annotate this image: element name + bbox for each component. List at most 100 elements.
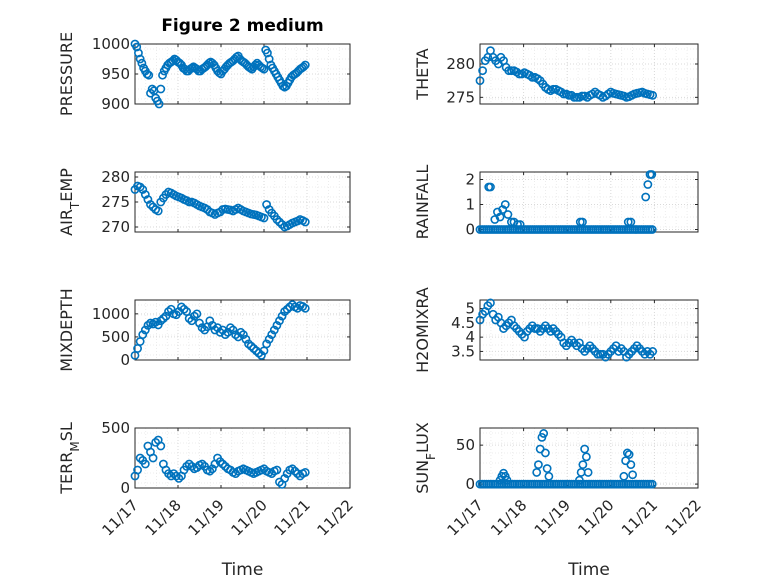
data-point [542, 464, 552, 473]
data-point [282, 304, 292, 314]
data-point [166, 304, 176, 314]
y-axis-label: TERRMSL [57, 422, 82, 495]
data-point [161, 311, 171, 321]
data-point [300, 217, 310, 227]
data-point [564, 90, 574, 100]
data-point [643, 180, 653, 189]
data-point [207, 320, 217, 330]
data-point [158, 70, 167, 80]
data-point [647, 225, 657, 234]
data-point [628, 470, 637, 480]
data-point [486, 298, 495, 308]
subplot-4: 0 1 2 RAINFALL [413, 165, 699, 239]
y-tick-label: 50 [456, 436, 475, 454]
y-tick-label: 900 [101, 95, 130, 113]
data-point [189, 311, 199, 321]
data-point [140, 459, 150, 469]
data-point [244, 339, 253, 349]
data-point [527, 72, 537, 82]
data-point [583, 468, 593, 477]
data-point [177, 302, 186, 312]
data-point [254, 348, 264, 358]
data-point [581, 452, 591, 462]
data-point [223, 327, 233, 337]
data-point [246, 341, 256, 351]
data-point [146, 200, 155, 209]
y-axis-label: AIRTEMP [57, 168, 82, 236]
y-tick-label: 1000 [92, 35, 130, 53]
data-point [300, 303, 310, 313]
axes-box [134, 427, 351, 489]
data-point [544, 471, 554, 481]
data-point [236, 327, 246, 337]
y-tick-label: 0 [120, 351, 130, 369]
data-point [619, 471, 629, 481]
data-point [137, 58, 147, 68]
data-point [205, 466, 215, 476]
data-point [275, 316, 284, 326]
data-point [624, 450, 634, 459]
data-point [486, 182, 495, 192]
data-point [647, 479, 657, 489]
data-point [513, 220, 522, 229]
y-tick-label: 500 [101, 419, 130, 437]
data-point [156, 441, 166, 451]
data-point [233, 332, 243, 342]
data-point [272, 215, 282, 224]
data-point [262, 339, 271, 349]
data-point [169, 469, 179, 478]
data-point [218, 325, 228, 335]
x-tick-label: 11/20 [228, 496, 271, 539]
data-point [539, 429, 549, 438]
data-point [153, 206, 163, 216]
data-point [287, 464, 297, 474]
data-point [259, 213, 269, 223]
y-tick-label: 950 [101, 65, 130, 83]
subplot-8: 0 50 11/17 11/18 11/19 11/20 11/21 11/22 Time SUN… [413, 422, 705, 580]
data-point [641, 192, 651, 202]
y-tick-label: 500 [101, 328, 130, 346]
chart-title: Figure 2 medium [161, 16, 323, 36]
data-point [299, 62, 308, 72]
data-point [182, 461, 191, 471]
data-point [164, 469, 173, 478]
data-point [138, 330, 148, 340]
y-tick-label: 4.5 [451, 314, 475, 332]
subplot-3: 270 275 280 AIRTEMP [57, 168, 351, 236]
data-point [207, 464, 217, 474]
data-point [541, 448, 550, 458]
data-point [135, 453, 145, 463]
data-point [495, 212, 505, 222]
data-point [192, 309, 202, 319]
data-point [166, 471, 176, 481]
y-tick-label: 0 [465, 475, 475, 493]
data-point [534, 460, 543, 470]
y-tick-label: 280 [446, 55, 475, 73]
axes-box [134, 299, 351, 361]
subplot-1: 900 950 1000 PRESSURE Figure 2 medium [57, 16, 351, 116]
data-point [158, 314, 168, 323]
axes-box [479, 299, 699, 361]
x-tick-label: 11/20 [574, 496, 617, 539]
data-point [184, 314, 194, 323]
data-point [249, 344, 259, 353]
data-point [205, 316, 215, 326]
data-point [179, 304, 189, 314]
data-point [275, 217, 284, 227]
y-axis-label: SUNFLUX [413, 422, 438, 494]
x-tick-label: 11/19 [531, 496, 574, 539]
data-point [135, 54, 145, 64]
data-point [187, 316, 197, 326]
y-axis-label: THETA [413, 48, 432, 100]
y-tick-label: 0 [465, 221, 475, 239]
data-point [226, 323, 235, 333]
data-point [269, 325, 279, 335]
subplot-7: 0 500 11/17 11/18 11/19 11/20 11/21 11/22 Time TE… [57, 419, 357, 580]
data-point [478, 66, 488, 76]
data-point [572, 92, 582, 102]
x-tick-label: 11/22 [314, 496, 357, 539]
data-point [502, 475, 512, 485]
data-point [503, 210, 513, 219]
data-point [532, 468, 542, 477]
